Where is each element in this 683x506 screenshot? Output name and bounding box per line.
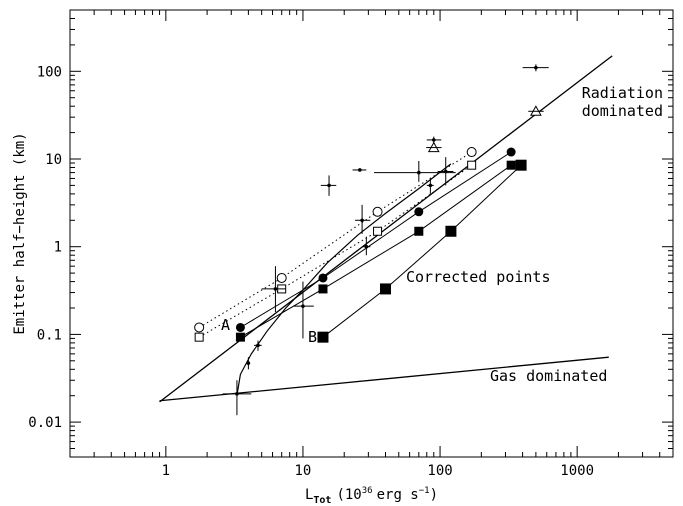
x-tick-label: 1	[162, 463, 170, 479]
data-point	[443, 169, 448, 174]
plot-frame	[69, 9, 674, 458]
data-point	[445, 225, 457, 237]
data-point	[364, 244, 369, 249]
y-axis-label: Emitter half−height (km)	[12, 132, 28, 334]
data-point	[194, 332, 204, 342]
y-tick-label: 100	[37, 64, 62, 80]
series-a-label: A	[221, 316, 230, 334]
data-point	[235, 322, 245, 332]
reference-lines	[159, 55, 613, 403]
data-point	[428, 183, 433, 188]
data-point	[506, 160, 516, 170]
data-point	[534, 65, 538, 70]
corrected-points-label: Corrected points	[406, 268, 551, 286]
data-point	[360, 218, 364, 223]
x-tick-label: 1000	[560, 463, 594, 479]
x-tick-label: 10	[295, 463, 312, 479]
data-point	[276, 272, 287, 283]
data-point	[318, 284, 328, 294]
data-point	[417, 170, 421, 175]
data-point	[301, 304, 305, 308]
data-point	[256, 343, 260, 348]
radiation-dominated-label: Radiation	[582, 84, 663, 102]
series-b-label: B	[308, 328, 317, 346]
gas-dominated-label: Gas dominated	[490, 367, 607, 385]
data-series	[194, 64, 549, 416]
data-point	[194, 322, 205, 333]
radiation-dominated-label-line2: dominated	[582, 102, 663, 120]
x-axis-label: LTot (1036 erg s−1)	[305, 486, 438, 506]
data-point	[431, 138, 436, 142]
y-tick-label: 0.01	[28, 415, 62, 431]
radiation-dominated-line	[159, 55, 613, 403]
data-point	[318, 273, 328, 283]
y-tick-label: 0.1	[37, 327, 62, 343]
series-a-line	[240, 151, 512, 328]
series-a-corrected-line	[240, 164, 512, 338]
axis-ticks	[70, 10, 673, 457]
open-circles-dotted-line	[198, 151, 472, 328]
data-point	[467, 160, 477, 170]
data-point	[235, 392, 239, 396]
x-tick-label: 100	[427, 463, 452, 479]
data-point	[273, 287, 278, 291]
y-tick-label: 1	[54, 240, 62, 256]
data-point	[317, 331, 329, 343]
data-point	[246, 361, 251, 365]
axis-tick-labels: 1 10 100 1000 0.01 0.1 1 10 100	[28, 64, 594, 479]
data-point	[373, 226, 383, 236]
data-point	[358, 168, 362, 172]
data-point	[515, 159, 527, 171]
data-point	[466, 147, 477, 158]
y-tick-label: 10	[45, 152, 62, 168]
data-point	[372, 206, 383, 217]
data-point	[327, 183, 331, 188]
data-point	[414, 226, 424, 236]
data-point	[414, 207, 424, 217]
series-b-corrected-line	[322, 164, 522, 338]
data-point	[235, 332, 245, 342]
data-point	[506, 147, 516, 157]
data-point	[379, 283, 391, 295]
